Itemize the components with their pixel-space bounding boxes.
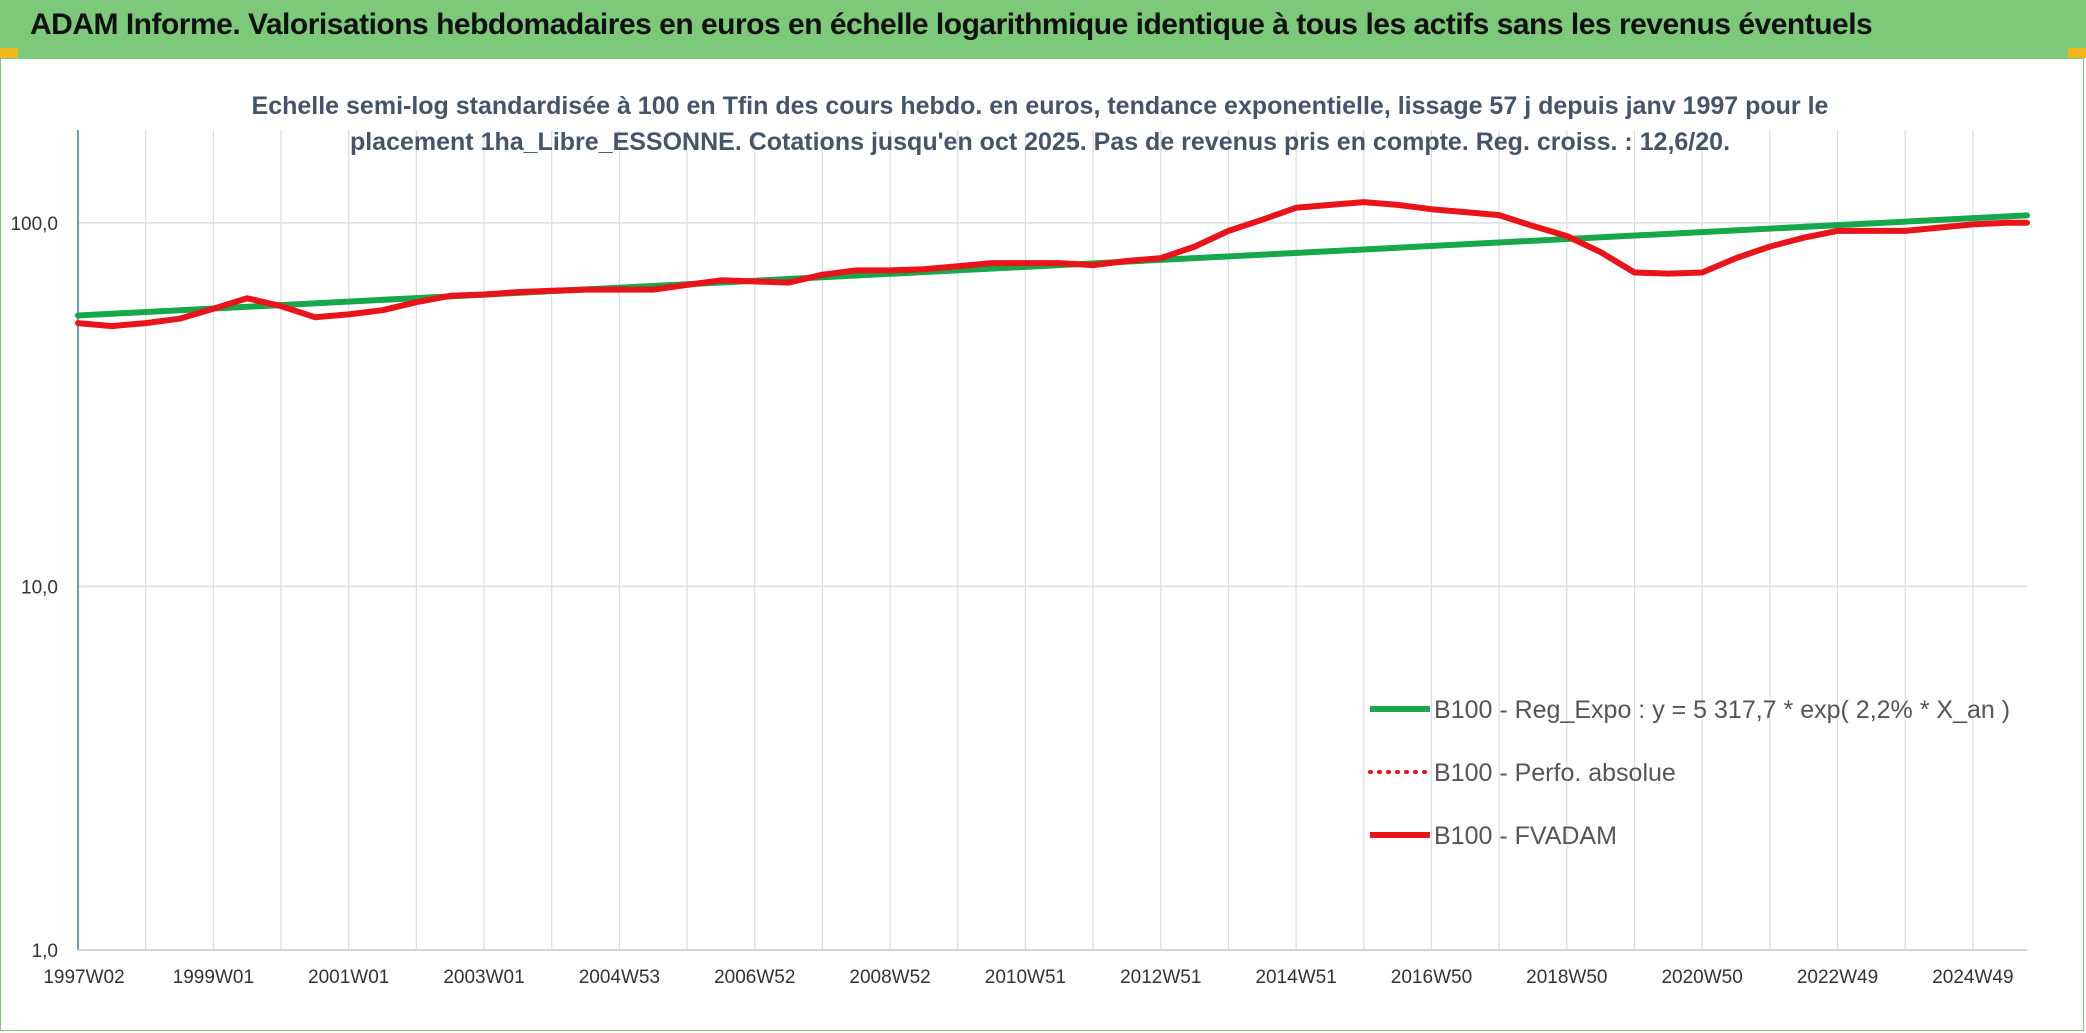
x-tick-label: 2006W52 (714, 967, 795, 988)
x-tick-label: 2024W49 (1932, 967, 2013, 988)
legend-label-2: B100 - FVADAM (1434, 822, 1617, 850)
series-line-2 (75, 199, 2030, 330)
x-tick-label: 2001W01 (308, 967, 389, 988)
y-tick-label: 1,0 (32, 941, 58, 962)
chart-subtitle-line-2: placement 1ha_Libre_ESSONNE. Cotations j… (350, 128, 1730, 156)
x-tick-label: 1997W02 (43, 967, 124, 988)
x-tick-label: 2003W01 (443, 967, 524, 988)
legend: B100 - Reg_Expo : y = 5 317,7 * exp( 2,2… (1368, 696, 2010, 850)
y-axis-ticks: 1,0 10,0 100,0 (10, 214, 58, 962)
report-title: ADAM Informe. Valorisations hebdomadaire… (30, 8, 1873, 41)
chart-frame (0, 58, 2084, 1031)
grid-lines (77, 130, 2027, 951)
x-tick-label: 2004W53 (579, 967, 660, 988)
x-tick-label: 2010W51 (985, 967, 1066, 988)
y-tick-label: 10,0 (21, 577, 58, 598)
x-tick-label: 2008W52 (849, 967, 930, 988)
header-bar: ADAM Informe. Valorisations hebdomadaire… (0, 0, 2086, 58)
y-tick-label: 100,0 (10, 214, 58, 235)
chart-subtitle-line-1: Echelle semi-log standardisée à 100 en T… (252, 92, 1829, 120)
x-tick-label: 2016W50 (1391, 967, 1472, 988)
legend-label-1: B100 - Perfo. absolue (1434, 759, 1676, 787)
x-tick-label: 2012W51 (1120, 967, 1201, 988)
legend-label-0: B100 - Reg_Expo : y = 5 317,7 * exp( 2,2… (1434, 696, 2010, 724)
x-tick-label: 2018W50 (1526, 967, 1607, 988)
x-tick-label: 2022W49 (1797, 967, 1878, 988)
series-lines (75, 199, 2030, 330)
x-tick-label: 1999W01 (173, 967, 254, 988)
corner-marker-right (2068, 48, 2086, 58)
chart-area: Echelle semi-log standardisée à 100 en T… (10, 92, 2030, 988)
corner-marker-left (0, 48, 18, 58)
x-axis-ticks: 1997W02 1999W01 2001W01 2003W01 2004W53 2006W… (43, 967, 2013, 988)
x-tick-label: 2014W51 (1255, 967, 1336, 988)
x-tick-label: 2020W50 (1661, 967, 1742, 988)
